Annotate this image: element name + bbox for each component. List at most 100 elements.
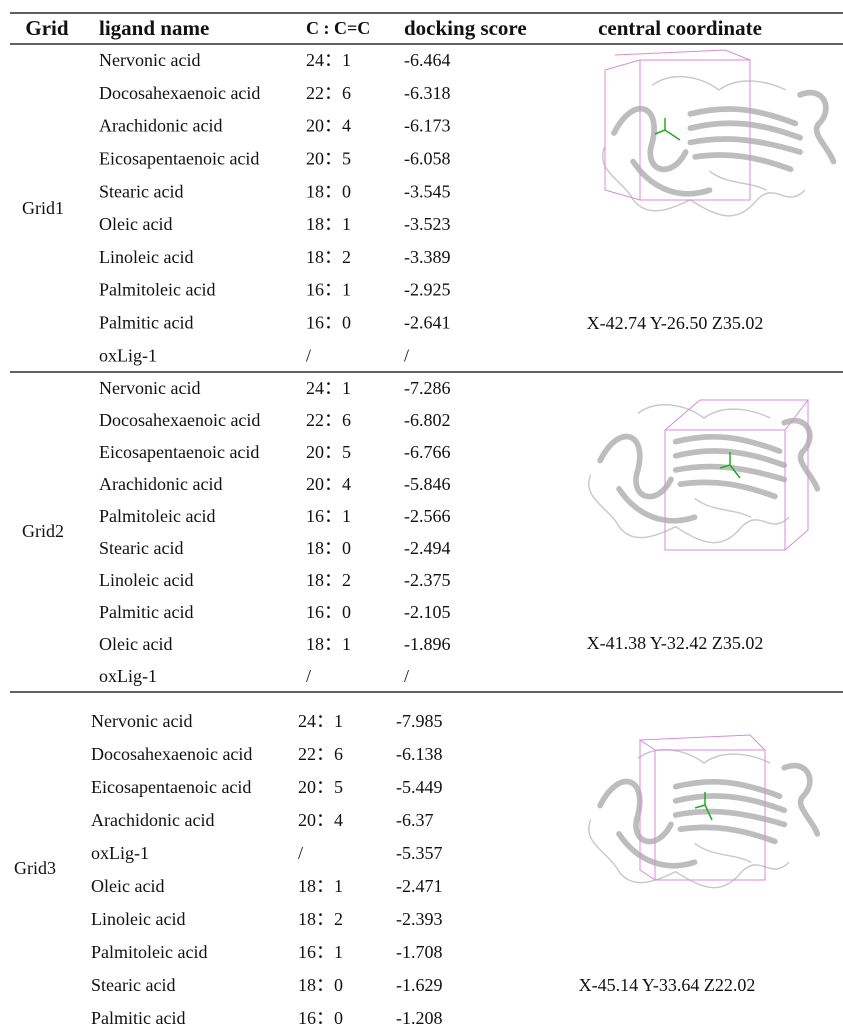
ratio: 16：0 (306, 313, 351, 333)
grid-label: Grid1 (22, 198, 64, 218)
ligand-name: Stearic acid (91, 975, 175, 995)
ratio: 22：6 (298, 744, 343, 764)
ratio: 16：1 (298, 942, 343, 962)
ligand-name: Palmitoleic acid (99, 280, 215, 300)
ligand-name: Arachidonic acid (99, 116, 222, 136)
ligand-name: Nervonic acid (91, 711, 192, 731)
ligand-name: oxLig-1 (99, 345, 157, 365)
ratio: 18：1 (306, 634, 351, 654)
ratio: 18：0 (306, 538, 351, 558)
docking-score: / (404, 666, 409, 686)
ratio: 16：0 (306, 602, 351, 622)
ratio: 18：0 (306, 181, 351, 201)
ratio: 18：1 (306, 214, 351, 234)
ratio: 24：1 (306, 378, 351, 398)
docking-score: -6.766 (404, 442, 451, 462)
docking-score: -6.173 (404, 116, 451, 136)
ligand-name: Oleic acid (99, 214, 172, 234)
ligand-name: Nervonic acid (99, 50, 200, 70)
ratio: 16：1 (306, 506, 351, 526)
ligand-name: Docosahexaenoic acid (99, 83, 260, 103)
protein-image (589, 735, 818, 888)
header-cell: C : C=C (306, 18, 370, 38)
ratio: 18：2 (298, 909, 343, 929)
header-cell: ligand name (99, 16, 209, 40)
ligand-name: Stearic acid (99, 181, 183, 201)
docking-score: -5.357 (396, 843, 443, 863)
ligand-name: Stearic acid (99, 538, 183, 558)
docking-score: -6.802 (404, 410, 451, 430)
ratio: 20：4 (306, 116, 351, 136)
protein-image (603, 50, 834, 216)
docking-score: -7.286 (404, 378, 451, 398)
ratio: / (306, 345, 311, 365)
docking-score: -2.393 (396, 909, 443, 929)
ratio: 24：1 (306, 50, 351, 70)
docking-score: -2.375 (404, 570, 451, 590)
ratio: 16：1 (306, 280, 351, 300)
ligand-name: Arachidonic acid (91, 810, 214, 830)
docking-score: -3.545 (404, 181, 451, 201)
docking-score: / (404, 345, 409, 365)
ratio: 24：1 (298, 711, 343, 731)
ratio: 16：0 (298, 1008, 343, 1028)
ligand-name: Linoleic acid (99, 247, 193, 267)
ratio: 20：4 (306, 474, 351, 494)
ligand-name: oxLig-1 (91, 843, 149, 863)
ratio: 22：6 (306, 410, 351, 430)
ligand-name: Arachidonic acid (99, 474, 222, 494)
coordinate: X-41.38 Y-32.42 Z35.02 (587, 633, 764, 653)
ratio: 20：5 (306, 149, 351, 169)
ligand-name: Palmitoleic acid (91, 942, 207, 962)
ratio: 18：2 (306, 247, 351, 267)
coordinate: X-42.74 Y-26.50 Z35.02 (587, 313, 764, 333)
docking-score: -2.105 (404, 602, 451, 622)
docking-score: -2.641 (404, 313, 451, 333)
ligand-name: Oleic acid (91, 876, 164, 896)
docking-score: -3.389 (404, 247, 451, 267)
docking-score: -1.208 (396, 1008, 443, 1028)
ligand-name: Oleic acid (99, 634, 172, 654)
grid-label: Grid3 (14, 858, 56, 878)
coordinate: X-45.14 Y-33.64 Z22.02 (579, 975, 756, 995)
docking-score: -6.138 (396, 744, 443, 764)
docking-score: -2.566 (404, 506, 451, 526)
header-cell: docking score (404, 16, 527, 40)
ratio: / (306, 666, 311, 686)
ligand-name: Linoleic acid (91, 909, 185, 929)
ligand-name: oxLig-1 (99, 666, 157, 686)
docking-score: -5.846 (404, 474, 451, 494)
ratio: 20：5 (306, 442, 351, 462)
ratio: 20：5 (298, 777, 343, 797)
docking-score: -5.449 (396, 777, 443, 797)
ligand-name: Eicosapentaenoic acid (99, 149, 259, 169)
ligand-name: Palmitic acid (91, 1008, 185, 1028)
header-cell: central coordinate (598, 16, 762, 40)
ratio: 18：0 (298, 975, 343, 995)
ligand-name: Docosahexaenoic acid (91, 744, 252, 764)
docking-score: -7.985 (396, 711, 443, 731)
ligand-name: Linoleic acid (99, 570, 193, 590)
ratio: / (298, 843, 303, 863)
ratio: 18：1 (298, 876, 343, 896)
ligand-name: Eicosapentaenoic acid (91, 777, 251, 797)
ligand-name: Docosahexaenoic acid (99, 410, 260, 430)
ligand-name: Palmitic acid (99, 313, 193, 333)
docking-score: -6.318 (404, 83, 451, 103)
docking-score: -1.896 (404, 634, 451, 654)
header-cell: Grid (25, 16, 68, 40)
docking-score: -1.629 (396, 975, 443, 995)
docking-score: -1.708 (396, 942, 443, 962)
ratio: 22：6 (306, 83, 351, 103)
docking-score: -3.523 (404, 214, 451, 234)
protein-image (589, 400, 818, 550)
ratio: 18：2 (306, 570, 351, 590)
ligand-name: Palmitoleic acid (99, 506, 215, 526)
grid-label: Grid2 (22, 521, 64, 541)
table: Grid ligand name C : C=C docking score centr… (0, 0, 843, 1030)
docking-score: -6.464 (404, 50, 451, 70)
docking-score: -2.925 (404, 280, 451, 300)
docking-score: -2.494 (404, 538, 451, 558)
ligand-name: Palmitic acid (99, 602, 193, 622)
docking-score: -6.058 (404, 149, 451, 169)
